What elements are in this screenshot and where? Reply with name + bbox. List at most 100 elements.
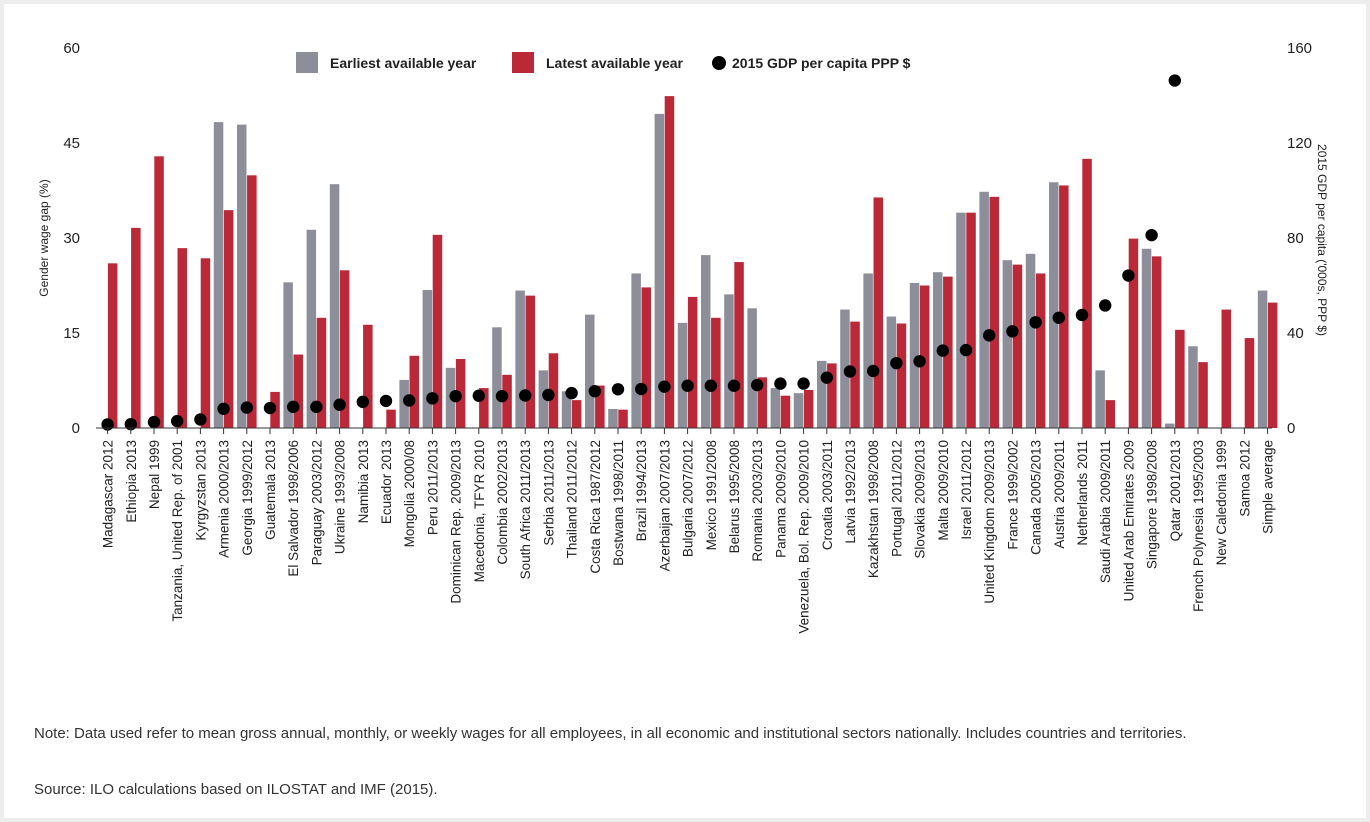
gdp-point [217,402,230,415]
gdp-point [403,394,416,407]
gdp-point [774,377,787,390]
bar-latest-year [618,409,628,428]
bar-earliest-year [979,191,989,428]
bar-earliest-year [422,289,433,428]
x-category-label: United Kingdom 2009/2013 [982,440,997,604]
bar-latest-year [919,285,930,428]
gdp-point [588,384,601,398]
bar-latest-year [1035,273,1046,428]
bar-latest-year [966,212,976,428]
gdp-point [333,398,346,411]
bar-latest-year [1012,264,1023,428]
bar-earliest-year [747,308,757,428]
bar-latest-year [896,323,907,428]
x-category-label: Nepal 1999 [147,440,162,509]
gdp-point [727,379,741,392]
x-category-label: El Salvador 1998/2006 [286,440,301,577]
bar-earliest-year [793,393,804,428]
gdp-point [449,389,462,403]
y-right-tick-label: 160 [1287,40,1312,57]
bar-latest-year [1105,400,1115,428]
x-category-label: Armenia 2000/2013 [217,440,232,558]
gdp-point [611,383,625,396]
x-category-label: Macedonia, TFYR 2010 [472,440,487,582]
y-right-axis-title: 2015 GDP per capita ('000s, PPP $) [1315,144,1329,336]
bar-latest-year [525,295,535,428]
bar-latest-year [1198,362,1208,428]
bar-earliest-year [654,113,665,428]
gender-wage-gap-chart: 0 15 30 45 60 0 40 80 120 160 Gender wage gap (%) 2… [37,40,1329,634]
gdp-point [867,364,880,378]
bar-latest-year [154,156,164,429]
gdp-point [287,400,300,414]
bar-earliest-year [701,255,711,428]
bar-earliest-year [515,290,525,428]
bar-earliest-year [608,409,618,428]
x-category-label: Canada 2005/2013 [1029,440,1044,555]
x-category-label: Bostwana 1998/2011 [611,440,626,566]
bar-latest-year [687,296,698,428]
x-category-label: Mexico 1991/2008 [704,440,719,550]
x-category-label: Ukraine 1993/2008 [333,440,348,554]
bar-earliest-year [956,212,966,428]
x-category-label: Latvia 1992/2013 [843,440,858,544]
x-category-label: Serbia 2011/2013 [541,440,556,546]
x-category-label: Namibia 2013 [356,440,371,523]
y-left-tick-label: 30 [63,230,80,247]
bar-earliest-year [677,322,688,428]
gdp-point [959,343,973,357]
gdp-point [797,377,810,390]
bar-latest-year [339,270,350,428]
bar-latest-year [107,263,118,428]
x-category-label: Azerbaijan 2007/2013 [657,440,672,571]
x-category-label: Malta 2009/2010 [936,440,951,541]
gdp-point [843,365,857,378]
bar-latest-year [664,96,675,428]
bar-earliest-year [1257,290,1268,428]
gdp-point [751,378,764,392]
x-category-label: South Africa 2011/2013 [518,440,533,579]
bar-latest-year [827,363,837,428]
bar-earliest-year [492,327,502,428]
x-category-label: Venezuela, Bol. Rep. 2009/2010 [797,440,812,634]
x-category-label: Croatia 2003/2011 [820,440,835,550]
bar-latest-year [432,234,443,428]
x-category-label: Guatemala 2013 [263,440,278,540]
x-category-label: Paraguay 2003/2012 [309,440,324,565]
bar-earliest-year [237,124,247,428]
gdp-point [565,386,578,400]
x-category-label: Samoa 2012 [1237,440,1252,517]
x-category-label: Kazakhstan 1998/2008 [866,440,881,578]
bar-latest-year [1221,309,1231,428]
bar-latest-year [177,248,187,428]
x-category-label: Singapore 1998/2008 [1145,440,1160,569]
x-category-label: Madagascar 2012 [101,440,116,548]
bar-latest-year [1151,256,1162,428]
gdp-point [171,414,184,428]
x-category-label: Saudi Arabia 2009/2011 [1098,440,1113,583]
x-category-label: Kyrgyzstan 2013 [193,440,208,541]
bar-earliest-year [886,316,897,428]
gdp-point [542,388,555,402]
bar-latest-year [200,258,211,428]
x-category-label: Ecuador 2013 [379,440,394,524]
gdp-point [263,401,277,415]
x-category-label: France 1999/2002 [1005,440,1020,550]
x-category-label: Georgia 1999/2012 [240,440,255,556]
gdp-point [147,415,161,429]
bar-earliest-year [1095,370,1105,428]
gdp-point [983,329,996,342]
bar-latest-year [502,374,512,428]
bar-earliest-year [329,184,340,428]
y-right-tick-label: 120 [1287,135,1312,152]
gdp-point [124,418,137,431]
bar-earliest-year [213,122,224,428]
gdp-point [635,382,648,396]
chart-source: Source: ILO calculations based on ILOSTA… [34,781,438,798]
x-category-label: Thailand 2011/2012 [565,440,580,558]
x-category-label: Portugal 2011/2012 [889,440,904,557]
gdp-point [704,379,717,392]
x-category-label: Ethiopia 2013 [124,440,139,523]
x-category-label: Simple average [1261,440,1276,534]
x-category-label: Panama 2009/2010 [773,440,788,558]
